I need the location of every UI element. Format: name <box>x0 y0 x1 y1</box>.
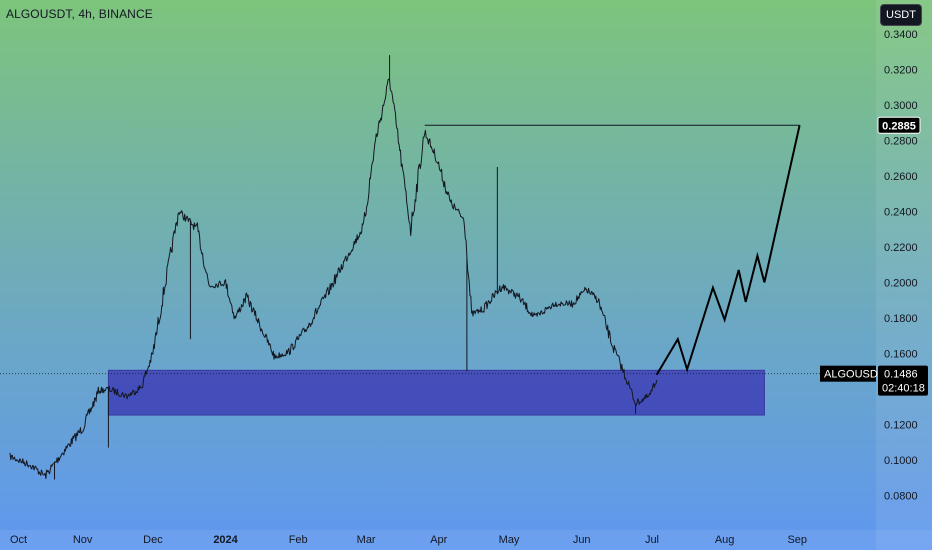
x-tick-label: May <box>499 534 520 546</box>
symbol-label-text: ALGOUSDT <box>824 369 885 381</box>
time-axis[interactable] <box>0 530 932 550</box>
y-tick-label: 0.2200 <box>884 242 918 254</box>
y-tick-label: 0.1800 <box>884 313 918 325</box>
x-tick-label: Dec <box>143 534 163 546</box>
y-tick-label: 0.3400 <box>884 29 918 41</box>
x-tick-label: Jun <box>573 534 591 546</box>
symbol-title: ALGOUSDT, 4h, BINANCE <box>6 7 153 21</box>
y-tick-label: 0.2400 <box>884 206 918 218</box>
x-axis-labels: Oct Nov Dec 2024 Feb Mar Apr May Jun Jul Aug Sep <box>10 534 807 546</box>
target-price-label <box>877 116 921 134</box>
price-series[interactable] <box>9 78 658 480</box>
support-zone[interactable] <box>107 369 765 416</box>
x-tick-label: Jul <box>645 534 659 546</box>
y-tick-label: 0.0800 <box>884 491 918 503</box>
x-tick-label: Oct <box>10 534 27 546</box>
price-wicks <box>54 55 637 480</box>
y-tick-label: 0.3000 <box>884 100 918 112</box>
y-tick-label: 0.3200 <box>884 64 918 76</box>
target-price-value: 0.2885 <box>882 120 916 132</box>
current-price-value: 0.1486 <box>884 369 918 381</box>
projection-path[interactable] <box>655 125 801 376</box>
price-axis[interactable] <box>876 0 932 550</box>
x-tick-label: 2024 <box>213 534 238 546</box>
x-tick-label: Sep <box>787 534 807 546</box>
x-tick-label: Apr <box>430 534 447 546</box>
y-tick-label: 0.1000 <box>884 455 918 467</box>
currency-button[interactable]: USDT <box>880 4 922 26</box>
y-tick-label: 0.2600 <box>884 171 918 183</box>
x-tick-label: Aug <box>715 534 735 546</box>
current-price-label <box>878 365 928 396</box>
countdown-timer: 02:40:18 <box>882 383 925 395</box>
x-tick-label: Feb <box>289 534 308 546</box>
y-tick-label: 0.2800 <box>884 135 918 147</box>
y-tick-label: 0.2000 <box>884 277 918 289</box>
x-tick-label: Nov <box>73 534 93 546</box>
y-tick-label: 0.1200 <box>884 419 918 431</box>
y-tick-label: 0.1600 <box>884 348 918 360</box>
x-tick-label: Mar <box>357 534 376 546</box>
symbol-label <box>820 365 876 382</box>
